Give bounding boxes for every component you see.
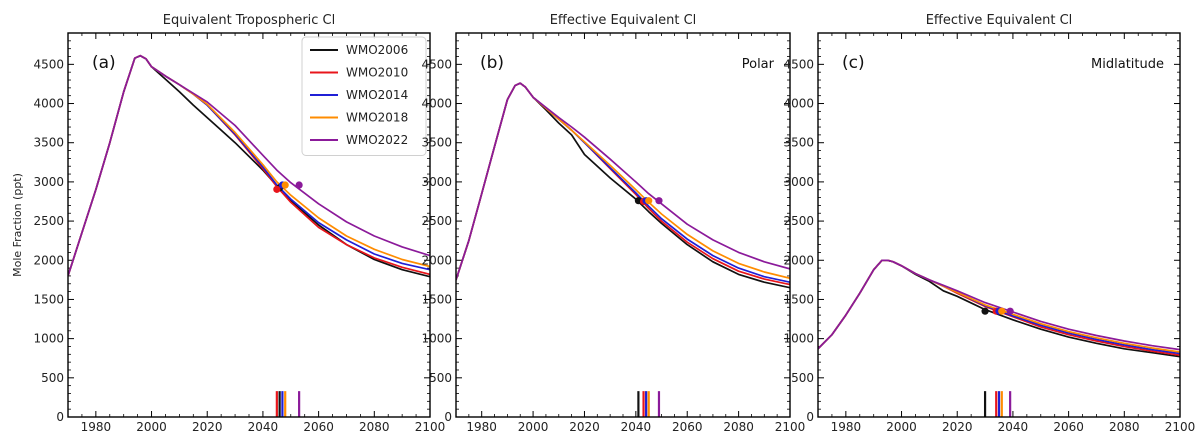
series-line-wmo2022 <box>68 54 430 277</box>
y-tick-label: 3000 <box>783 175 814 189</box>
series-line-wmo2022 <box>818 259 1180 351</box>
chart-panel-2: Effective Equivalent Cl 1980 2000 2020 2040 2… <box>421 13 805 434</box>
plot-frame <box>455 32 791 418</box>
panel-label: (c) <box>842 53 865 73</box>
panel-title: Effective Equivalent Cl <box>550 13 697 28</box>
x-tick-label: 2080 <box>1109 420 1140 434</box>
legend-label: WMO2022 <box>346 133 408 147</box>
y-tick-label: 1500 <box>33 292 64 306</box>
y-tick-label: 4500 <box>421 57 452 71</box>
x-tick-label: 2060 <box>672 420 703 434</box>
y-tick-label: 2500 <box>33 214 64 228</box>
series-line-wmo2018 <box>818 259 1180 353</box>
panel-title: Effective Equivalent Cl <box>926 13 1073 28</box>
y-tick-label: 500 <box>791 371 814 385</box>
y-tick-label: 1000 <box>421 332 452 346</box>
panel-title: Equivalent Tropospheric Cl <box>163 13 336 28</box>
y-tick-label: 3000 <box>33 175 64 189</box>
y-tick-label: 2500 <box>421 214 452 228</box>
y-tick-label: 2000 <box>33 253 64 267</box>
legend-label: WMO2006 <box>346 43 408 57</box>
legend: WMO2006 WMO2010 WMO2014 WMO2018 WMO2022 <box>301 36 427 156</box>
y-tick-label: 4500 <box>33 57 64 71</box>
y-tick-label: 1000 <box>783 332 814 346</box>
marker-point-wmo2018 <box>645 197 653 205</box>
plot-frame <box>817 32 1181 418</box>
x-tick-label: 2000 <box>886 420 917 434</box>
x-tick-label: 2020 <box>569 420 600 434</box>
series-line-wmo2006 <box>456 82 790 289</box>
y-tick-label: 1000 <box>33 332 64 346</box>
x-tick-label: 1980 <box>831 420 862 434</box>
x-tick-label: 1980 <box>466 420 497 434</box>
y-tick-label: 4000 <box>33 97 64 111</box>
y-tick-label: 2500 <box>783 214 814 228</box>
y-axis-label: Mole Fraction (ppt) <box>11 173 24 277</box>
x-tick-label: 2060 <box>1053 420 1084 434</box>
y-tick-label: 3500 <box>421 136 452 150</box>
y-tick-label: 500 <box>429 371 452 385</box>
series-line-wmo2022 <box>456 82 790 281</box>
y-tick-label: 0 <box>806 410 814 424</box>
chart-panel-1: Equivalent Tropospheric Cl Mole Fraction … <box>11 13 445 434</box>
y-tick-label: 2000 <box>783 253 814 267</box>
marker-point-wmo2018 <box>998 307 1006 315</box>
marker-point-wmo2022 <box>655 197 663 205</box>
x-tick-label: 2040 <box>248 420 279 434</box>
x-tick-label: 2040 <box>998 420 1029 434</box>
x-tick-label: 2100 <box>415 420 446 434</box>
x-tick-label: 2080 <box>723 420 754 434</box>
marker-point-wmo2006 <box>981 307 989 315</box>
x-tick-label: 2060 <box>303 420 334 434</box>
y-tick-label: 3000 <box>421 175 452 189</box>
series-group <box>68 54 430 417</box>
legend-label: WMO2014 <box>346 88 408 102</box>
x-tick-label: 2040 <box>621 420 652 434</box>
plot-frame <box>67 32 431 418</box>
x-tick-label: 2100 <box>775 420 806 434</box>
marker-point-wmo2018 <box>281 181 289 189</box>
series-line-wmo2010 <box>456 82 790 286</box>
x-tick-label: 2080 <box>359 420 390 434</box>
y-tick-label: 3500 <box>33 136 64 150</box>
y-tick-label: 0 <box>444 410 452 424</box>
panel-region-label: Midlatitude <box>1091 57 1164 72</box>
marker-point-wmo2010 <box>273 185 281 193</box>
x-tick-label: 2000 <box>136 420 167 434</box>
y-tick-label: 2000 <box>421 253 452 267</box>
y-tick-label: 500 <box>41 371 64 385</box>
y-tick-label: 0 <box>56 410 64 424</box>
x-tick-label: 2020 <box>192 420 223 434</box>
y-tick-label: 1500 <box>421 292 452 306</box>
legend-box <box>301 36 427 156</box>
panel-label: (b) <box>480 53 504 73</box>
marker-point-wmo2022 <box>1006 307 1014 315</box>
series-group <box>818 259 1180 417</box>
marker-point-wmo2022 <box>295 181 303 189</box>
y-tick-label: 4500 <box>783 57 814 71</box>
legend-label: WMO2010 <box>346 66 408 80</box>
panel-label: (a) <box>92 53 116 73</box>
chart-panel-3: Effective Equivalent Cl 1980 2000 2020 2040 2… <box>783 13 1195 434</box>
y-tick-label: 4000 <box>421 97 452 111</box>
series-group <box>456 82 790 417</box>
y-tick-label: 4000 <box>783 97 814 111</box>
y-tick-label: 1500 <box>783 292 814 306</box>
x-tick-label: 2100 <box>1165 420 1196 434</box>
x-tick-label: 1980 <box>81 420 112 434</box>
panel-region-label: Polar <box>742 57 775 72</box>
y-tick-label: 3500 <box>783 136 814 150</box>
x-tick-label: 2000 <box>518 420 549 434</box>
x-tick-label: 2020 <box>942 420 973 434</box>
legend-label: WMO2018 <box>346 111 408 125</box>
